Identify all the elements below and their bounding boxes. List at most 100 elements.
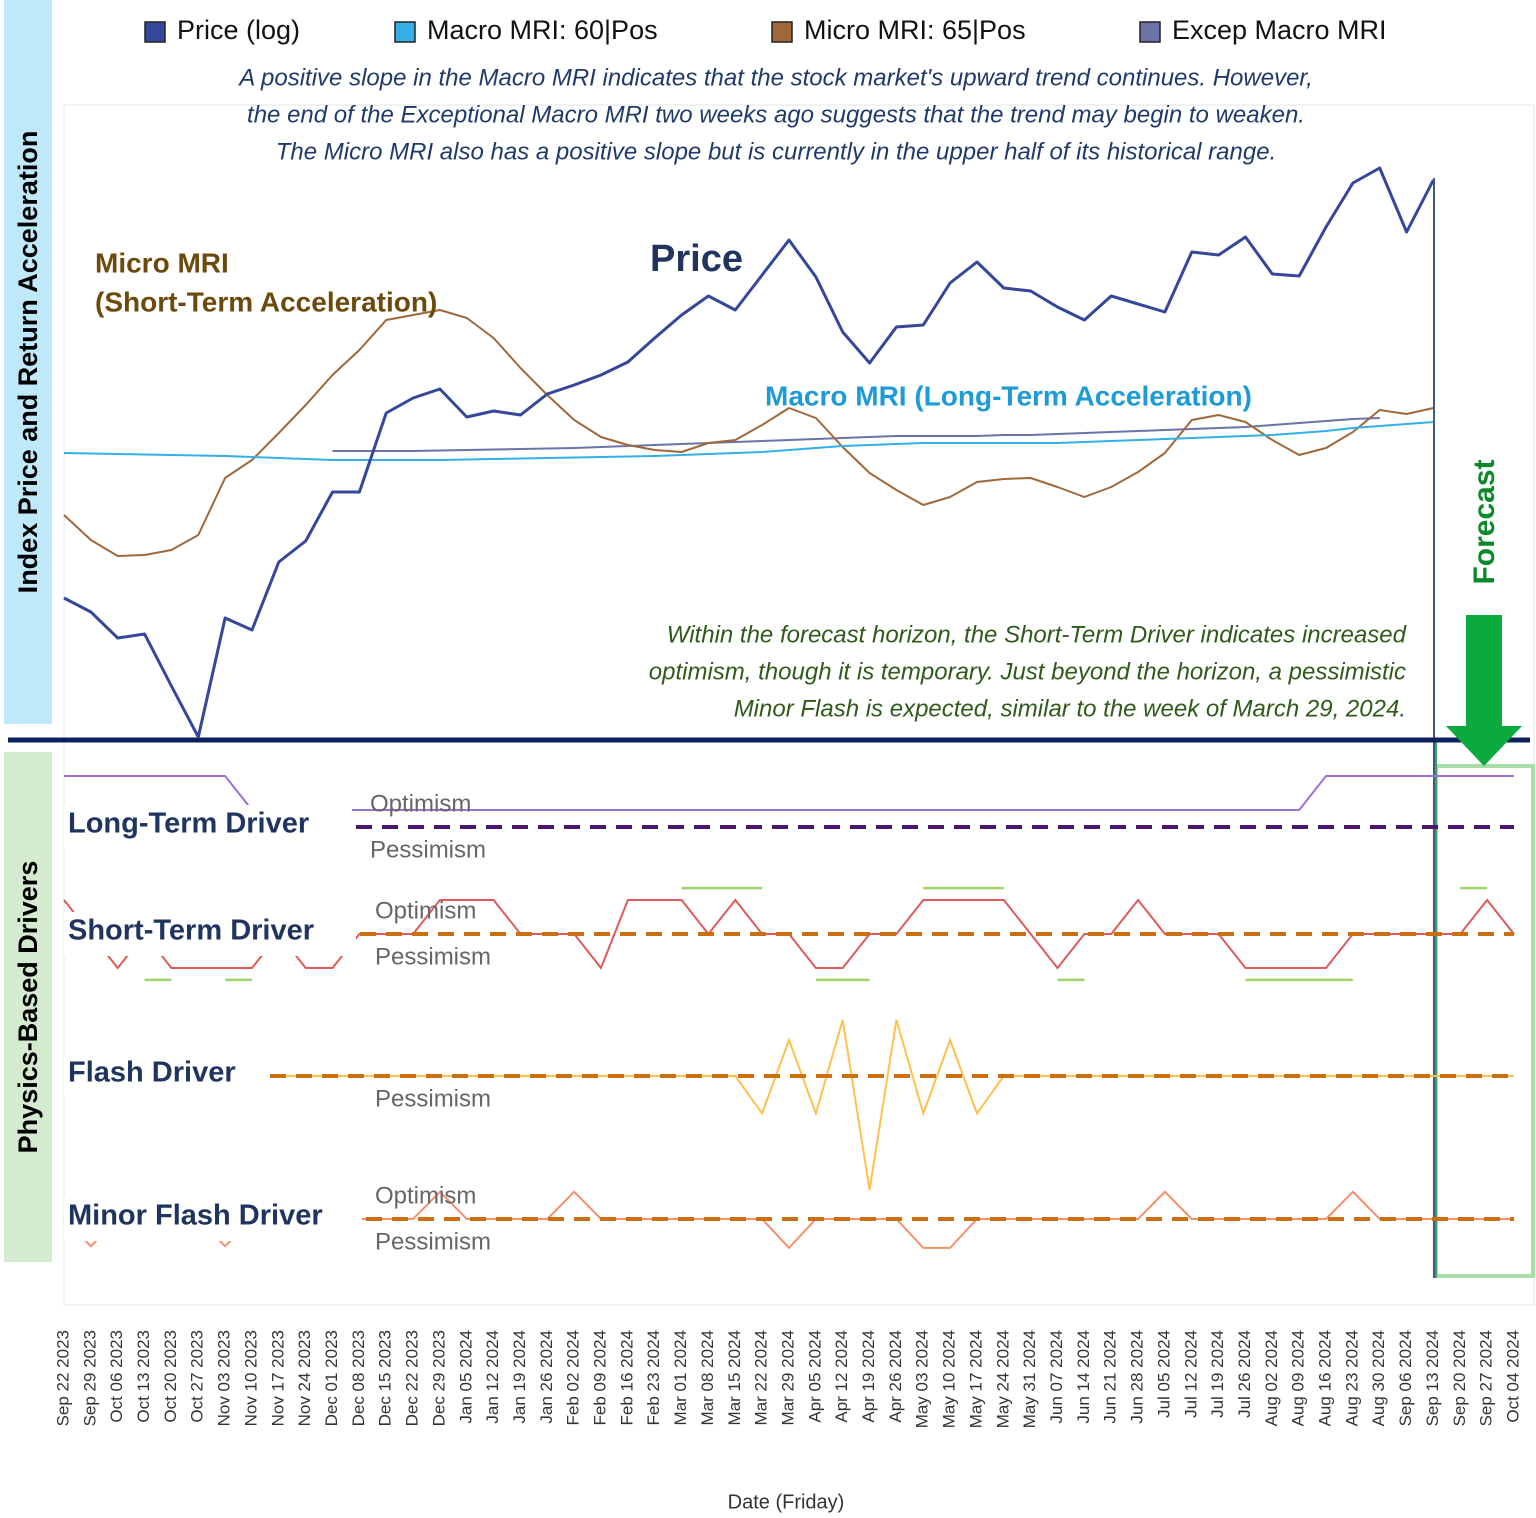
legend-swatch [394,21,416,43]
x-tick-label: Jun 14 2024 [1074,1330,1093,1424]
forecast-box [1434,764,1535,1278]
pessimism-label: Pessimism [375,1085,491,1112]
x-tick-label: Nov 17 2023 [268,1330,287,1426]
x-tick-label: Dec 08 2023 [349,1330,368,1426]
optimism-label: Optimism [375,1182,476,1209]
forecast-arrow-shaft [1466,615,1502,727]
x-tick-label: Sep 20 2024 [1450,1330,1469,1426]
x-tick-label: Feb 23 2024 [644,1330,663,1425]
driver-label: Short-Term Driver [68,915,314,947]
x-tick-label: Aug 09 2024 [1289,1330,1308,1426]
x-tick-label: Sep 29 2023 [80,1330,99,1426]
x-tick-label: Apr 05 2024 [805,1330,824,1423]
micro-label: (Short-Term Acceleration) [95,286,437,317]
optimism-label: Optimism [370,790,471,817]
x-tick-label: Jul 26 2024 [1235,1330,1254,1418]
macro-label: Macro MRI (Long-Term Acceleration) [765,380,1252,411]
x-tick-label: Jun 28 2024 [1128,1330,1147,1424]
y-label-box [4,0,52,724]
x-tick-label: Mar 01 2024 [671,1330,690,1425]
x-tick-label: Aug 16 2024 [1316,1330,1335,1426]
label-background [64,912,356,956]
price-label: Price [650,238,743,280]
pessimism-label: Pessimism [375,943,491,970]
x-tick-label: Dec 15 2023 [376,1330,395,1426]
x-tick-label: Aug 23 2024 [1342,1330,1361,1426]
driver-label: Long-Term Driver [68,808,309,840]
forecast-annotation: Minor Flash is expected, similar to the … [734,695,1406,722]
legend-swatch [771,21,793,43]
x-tick-label: Jun 07 2024 [1047,1330,1066,1424]
label-background [64,1197,362,1241]
x-axis-label: Date (Friday) [728,1491,845,1513]
driver-label: Flash Driver [68,1057,236,1089]
annotation: The Micro MRI also has a positive slope … [276,138,1276,165]
x-tick-label: Oct 20 2023 [161,1330,180,1423]
x-tick-label: Mar 15 2024 [725,1330,744,1425]
x-tick-label: Sep 13 2024 [1423,1330,1442,1426]
x-tick-label: Oct 04 2024 [1503,1330,1522,1423]
x-tick-label: May 03 2024 [913,1330,932,1428]
x-tick-label: May 24 2024 [993,1330,1012,1428]
x-tick-label: Feb 16 2024 [617,1330,636,1425]
forecast-label: Forecast [1468,459,1501,584]
series-line [332,417,1380,452]
x-tick-label: Jan 12 2024 [483,1330,502,1424]
optimism-label: Optimism [375,897,476,924]
x-tick-label: Sep 22 2023 [53,1330,72,1426]
x-tick-label: Oct 27 2023 [188,1330,207,1423]
annotation: the end of the Exceptional Macro MRI two… [247,101,1305,128]
series-line [63,421,1434,461]
annotation: A positive slope in the Macro MRI indica… [237,64,1313,91]
x-tick-label: Jul 12 2024 [1181,1330,1200,1418]
y-axis-label: Index Price and Return Acceleration [13,131,43,594]
legend-swatch [1139,21,1161,43]
x-tick-label: Oct 06 2023 [107,1330,126,1423]
x-tick-label: May 31 2024 [1020,1330,1039,1428]
x-tick-label: Sep 06 2024 [1396,1330,1415,1426]
x-tick-label: Nov 24 2023 [295,1330,314,1426]
x-tick-label: Nov 03 2023 [215,1330,234,1426]
driver-label: Minor Flash Driver [68,1200,323,1232]
forecast-annotation: optimism, though it is temporary. Just b… [649,658,1406,685]
legend-label: Macro MRI: 60|Pos [427,15,658,45]
pessimism-label: Pessimism [370,836,486,863]
x-tick-label: Feb 02 2024 [564,1330,583,1425]
x-tick-label: Jan 26 2024 [537,1330,556,1424]
legend-label: Micro MRI: 65|Pos [804,15,1026,45]
pessimism-label: Pessimism [375,1228,491,1255]
driver-line [64,775,1514,811]
label-background [64,805,352,849]
legend-swatch [144,21,166,43]
x-tick-label: Dec 01 2023 [322,1330,341,1426]
legend-label: Price (log) [177,15,300,45]
x-tick-label: Apr 12 2024 [832,1330,851,1423]
labels: Price (log) Macro MRI: 60|Pos Micro MRI: 6… [64,15,1514,1255]
x-tick-label: Jul 19 2024 [1208,1330,1227,1418]
x-tick-label: Mar 08 2024 [698,1330,717,1425]
x-tick-label: Jan 19 2024 [510,1330,529,1424]
series-line [63,166,1435,739]
plot-frame [63,104,1535,1306]
forecast-arrow-head [1446,726,1522,766]
y-label-box [4,752,52,1262]
x-tick-label: Dec 22 2023 [403,1330,422,1426]
x-tick-label: Jan 05 2024 [456,1330,475,1424]
x-tick-label: Nov 10 2023 [241,1330,260,1426]
x-tick-label: Apr 26 2024 [886,1330,905,1423]
x-tick-label: May 10 2024 [940,1330,959,1428]
x-tick-label: Aug 02 2024 [1262,1330,1281,1426]
label-background [64,1054,266,1098]
signal-line [144,886,1488,982]
x-tick-label: May 17 2024 [966,1330,985,1428]
forecast-annotation: Within the forecast horizon, the Short-T… [667,621,1407,648]
x-tick-label: Dec 29 2023 [429,1330,448,1426]
x-tick-label: Oct 13 2023 [134,1330,153,1423]
x-tick-label: Aug 30 2024 [1369,1330,1388,1426]
x-tick-label: Mar 22 2024 [752,1330,771,1425]
x-tick-label: Jul 05 2024 [1154,1330,1173,1418]
legend-label: Excep Macro MRI [1172,15,1387,45]
x-tick-label: Mar 29 2024 [778,1330,797,1425]
